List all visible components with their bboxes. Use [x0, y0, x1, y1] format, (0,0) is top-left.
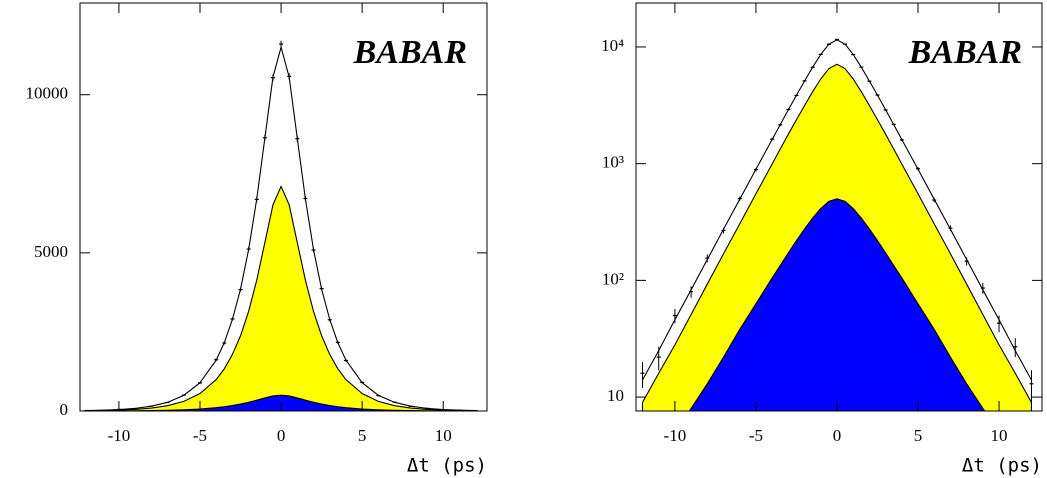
y-tick-label: 0 [60, 400, 69, 419]
y-tick-label: 10³ [602, 153, 624, 172]
x-tick-label: 0 [277, 426, 286, 445]
x-tick-label: -10 [108, 426, 131, 445]
x-tick-label: 5 [914, 426, 923, 445]
frame [635, 2, 1043, 412]
y-tick-label: 10 [607, 386, 624, 405]
y-tick-label: 5000 [34, 242, 68, 261]
x-tick-label: 0 [833, 426, 842, 445]
panel: -10 -5 0 5 10 10 10² 10³ 10⁴ Δt (ps) BABAR [601, 2, 1043, 477]
plot-area [640, 38, 1034, 411]
logo: BABAR [353, 34, 467, 71]
x-tick-label: -10 [664, 426, 687, 445]
plot-area [84, 40, 478, 411]
x-tick-label: -5 [193, 426, 207, 445]
frame [79, 2, 488, 412]
y-tick-label: 10² [602, 269, 624, 288]
x-tick-label: 5 [358, 426, 367, 445]
panel: -10 -5 0 5 10 0 5000 10000 Δt (ps) BABAR [26, 2, 488, 477]
y-tick-label: 10000 [26, 84, 69, 103]
x-tick-label: 10 [991, 426, 1008, 445]
component-area [85, 185, 477, 411]
logo: BABAR [908, 34, 1022, 71]
y-tick-label: 10⁴ [601, 36, 624, 55]
x-axis-label: Δt (ps) [962, 455, 1042, 477]
x-tick-label: -5 [749, 426, 763, 445]
x-tick-label: 10 [435, 426, 452, 445]
component-area [641, 198, 1033, 411]
x-axis-label: Δt (ps) [407, 455, 487, 477]
